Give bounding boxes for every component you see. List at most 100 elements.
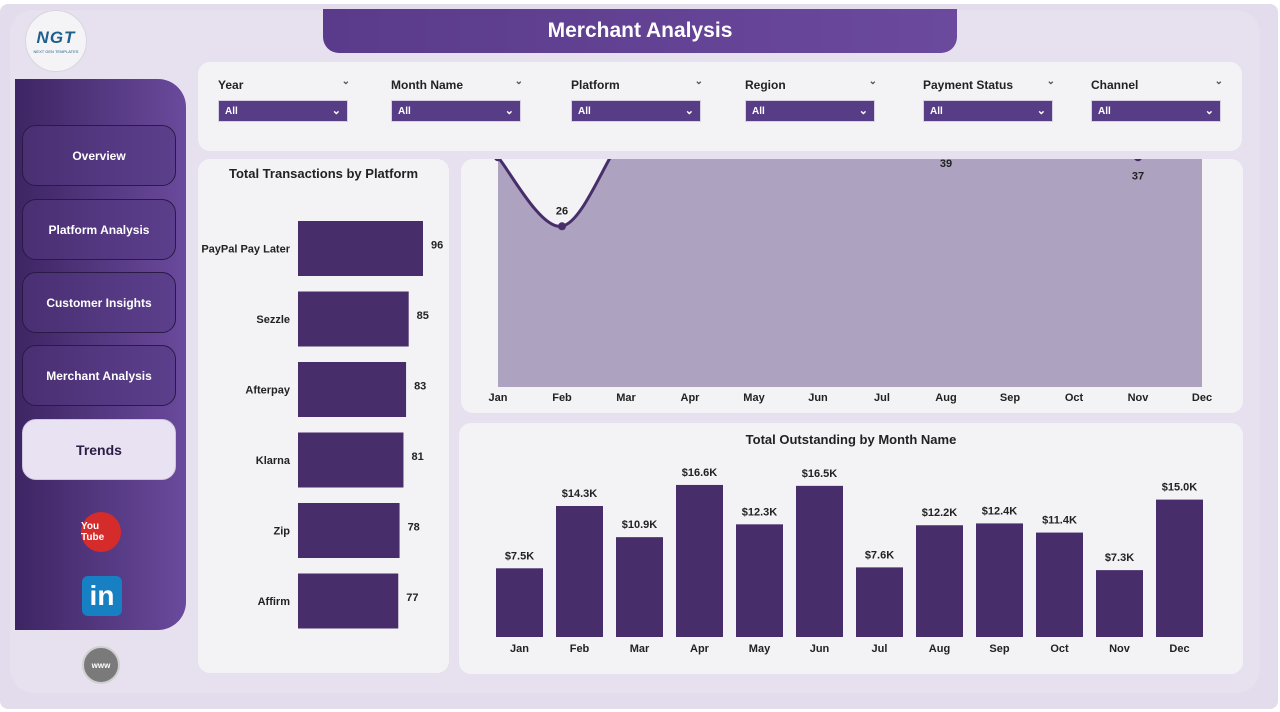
data-label: $12.3K [742, 506, 778, 518]
bar[interactable] [1036, 532, 1083, 637]
filter-region: Region ⌄ All ⌄ [745, 76, 877, 122]
x-tick-label: May [743, 392, 765, 404]
monthly-column-chart: $7.5K Jan $14.3K Feb $10.9K Mar $16.6K Apr $12.3… [496, 467, 1203, 655]
category-label: Affirm [258, 596, 291, 608]
category-label: Klarna [256, 455, 291, 467]
website-icon-text: www [91, 660, 111, 670]
bar[interactable] [298, 503, 400, 558]
bar[interactable] [298, 432, 404, 488]
linkedin-icon[interactable]: in [82, 576, 122, 616]
year-select[interactable]: All ⌄ [218, 100, 348, 122]
bar[interactable] [496, 568, 543, 637]
x-tick-label: Mar [630, 643, 650, 655]
filter-year: Year ⌄ All ⌄ [218, 76, 350, 122]
data-label: 85 [417, 310, 429, 322]
chevron-down-icon[interactable]: ⌄ [868, 76, 877, 87]
chart-title: Total Transactions by Platform [228, 166, 419, 181]
chevron-down-icon[interactable]: ⌄ [1214, 76, 1223, 87]
bar[interactable] [1156, 499, 1203, 637]
nav-merchant-analysis-button[interactable]: Merchant Analysis [22, 345, 176, 406]
dropdown-arrow-icon: ⌄ [858, 105, 868, 117]
platform-select[interactable]: All ⌄ [571, 100, 701, 122]
data-label: $16.6K [682, 467, 718, 479]
filter-bar [198, 62, 1242, 151]
x-tick-label: Jan [489, 392, 508, 404]
logo-mark: NGT [36, 28, 76, 47]
data-point[interactable] [558, 222, 566, 231]
x-tick-label: Jun [808, 392, 828, 404]
nav-trends-button[interactable]: Trends [22, 419, 176, 480]
nav-customer-insights-button[interactable]: Customer Insights [22, 272, 176, 333]
category-label: Sezzle [256, 314, 290, 326]
platform-bar-chart: PayPal Pay Later 96 Sezzle 85 Afterpay 83 Klar… [201, 221, 443, 629]
x-tick-label: Dec [1192, 392, 1212, 404]
data-label: $16.5K [802, 468, 838, 480]
data-label: 78 [408, 522, 420, 534]
channel-select[interactable]: All ⌄ [1091, 100, 1221, 122]
filter-month-name: Month Name ⌄ All ⌄ [391, 76, 523, 122]
monthly-transactions-card: Total Transactions by Month Name 37Jan26… [461, 159, 1243, 413]
region-select[interactable]: All ⌄ [745, 100, 875, 122]
x-tick-label: Jul [874, 392, 890, 404]
nav-platform-analysis-button[interactable]: Platform Analysis [22, 199, 176, 260]
data-label: $7.5K [505, 550, 534, 562]
select-value: All [578, 105, 591, 117]
bar[interactable] [616, 537, 663, 637]
bar[interactable] [916, 525, 963, 637]
data-label: 77 [406, 592, 418, 604]
data-label: 81 [411, 451, 423, 463]
chevron-down-icon[interactable]: ⌄ [514, 76, 523, 87]
month-name-select[interactable]: All ⌄ [391, 100, 521, 122]
data-label: $14.3K [562, 488, 598, 500]
data-label: $7.6K [865, 549, 894, 561]
bar[interactable] [1096, 570, 1143, 637]
data-label: 96 [431, 240, 443, 252]
select-value: All [225, 105, 238, 117]
bar[interactable] [298, 573, 399, 629]
x-tick-label: Feb [552, 392, 572, 404]
bar[interactable] [298, 362, 407, 417]
bar[interactable] [298, 291, 409, 347]
area-fill [498, 159, 1202, 387]
data-point[interactable] [1134, 159, 1142, 162]
category-label: Zip [274, 526, 291, 538]
monthly-area-chart: 37Jan26Feb41Mar52Apr48May42Jun42Jul39Aug… [489, 159, 1212, 404]
nav-overview-button[interactable]: Overview [22, 125, 176, 186]
dropdown-arrow-icon: ⌄ [1204, 105, 1214, 117]
data-label: $11.4K [1042, 515, 1077, 527]
bar[interactable] [796, 485, 843, 637]
chevron-down-icon[interactable]: ⌄ [341, 76, 350, 87]
filter-channel: Channel ⌄ All ⌄ [1091, 76, 1223, 122]
x-tick-label: May [749, 643, 771, 655]
bar[interactable] [676, 484, 723, 637]
filter-label: Channel [1091, 78, 1139, 92]
data-label: $12.2K [922, 507, 958, 519]
data-label: $10.9K [622, 519, 658, 531]
bar[interactable] [298, 221, 423, 276]
platform-transactions-card: Total Transactions by Platform PayPal Pa… [198, 159, 449, 673]
x-tick-label: Jun [810, 643, 830, 655]
x-tick-label: Sep [989, 643, 1009, 655]
website-globe-icon[interactable]: www [82, 646, 120, 684]
linkedin-icon-text: in [89, 580, 115, 611]
bar[interactable] [556, 506, 603, 637]
chevron-down-icon[interactable]: ⌄ [694, 76, 703, 87]
filter-platform: Platform ⌄ All ⌄ [571, 76, 703, 122]
bar[interactable] [976, 523, 1023, 637]
x-tick-label: Aug [929, 643, 950, 655]
youtube-icon[interactable]: You Tube [81, 512, 121, 552]
bar[interactable] [736, 524, 783, 637]
data-point[interactable] [494, 159, 502, 162]
youtube-icon-text: You Tube [81, 521, 105, 543]
chevron-down-icon[interactable]: ⌄ [1046, 76, 1055, 87]
payment-status-select[interactable]: All ⌄ [923, 100, 1053, 122]
monthly-outstanding-card: Total Outstanding by Month Name $7.5K Jan… [459, 423, 1243, 674]
bar[interactable] [856, 567, 903, 637]
dropdown-arrow-icon: ⌄ [1036, 105, 1046, 117]
page-title: Merchant Analysis [323, 9, 957, 53]
data-label: $15.0K [1162, 482, 1198, 494]
x-tick-label: Sep [1000, 392, 1020, 404]
dropdown-arrow-icon: ⌄ [684, 105, 694, 117]
x-tick-label: Apr [690, 643, 710, 655]
filter-label: Platform [571, 78, 620, 92]
